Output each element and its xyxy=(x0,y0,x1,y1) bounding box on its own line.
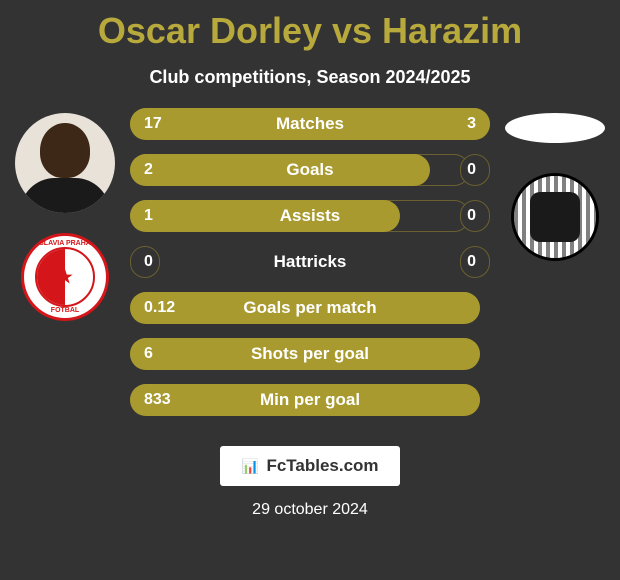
stat-left-value: 0 xyxy=(144,253,153,271)
date-text: 29 october 2024 xyxy=(0,501,620,519)
player1-club-logo: SLAVIA PRAHA ★ FOTBAL xyxy=(21,233,109,321)
player1-column: SLAVIA PRAHA ★ FOTBAL xyxy=(10,108,120,416)
stat-row: 833 Min per goal xyxy=(130,384,490,416)
season-subtitle: Club competitions, Season 2024/2025 xyxy=(0,67,620,88)
stat-label: Matches xyxy=(276,114,344,134)
player2-photo-placeholder xyxy=(505,113,605,143)
stat-row: 0 Hattricks 0 xyxy=(130,246,490,278)
player2-club-logo xyxy=(511,173,599,261)
stat-right-value: 0 xyxy=(467,207,476,225)
stat-row: 0.12 Goals per match xyxy=(130,292,490,324)
stat-right-value: 0 xyxy=(467,253,476,271)
comparison-title: Oscar Dorley vs Harazim xyxy=(0,0,620,52)
player2-column xyxy=(500,108,610,416)
stat-left-value: 0.12 xyxy=(144,299,175,317)
stat-left-value: 2 xyxy=(144,161,153,179)
stat-row: 6 Shots per goal xyxy=(130,338,490,370)
stat-right-value: 0 xyxy=(467,161,476,179)
stat-label: Goals xyxy=(286,160,333,180)
stat-row: 1 Assists 0 xyxy=(130,200,490,232)
stat-label: Hattricks xyxy=(274,252,347,272)
stat-left-value: 17 xyxy=(144,115,162,133)
content-container: SLAVIA PRAHA ★ FOTBAL 17Matches32Goals01… xyxy=(0,108,620,416)
brand-text: FcTables.com xyxy=(266,456,378,476)
stat-left-value: 833 xyxy=(144,391,171,409)
stat-label: Goals per match xyxy=(243,298,376,318)
stat-row: 2 Goals 0 xyxy=(130,154,490,186)
stat-label: Assists xyxy=(280,206,340,226)
brand-logo: FcTables.com xyxy=(220,446,400,486)
stat-right-value: 3 xyxy=(467,115,476,133)
stat-label: Shots per goal xyxy=(251,344,369,364)
stat-left-value: 1 xyxy=(144,207,153,225)
stat-label: Min per goal xyxy=(260,390,360,410)
stat-row: 17 Matches 3 xyxy=(130,108,490,140)
stat-left-value: 6 xyxy=(144,345,153,363)
player1-photo xyxy=(15,113,115,213)
stats-column: 17 Matches 3 2 Goals 0 1 Assists 0 0 Hattricks 0 0.1… xyxy=(120,108,500,416)
chart-icon xyxy=(241,458,261,474)
